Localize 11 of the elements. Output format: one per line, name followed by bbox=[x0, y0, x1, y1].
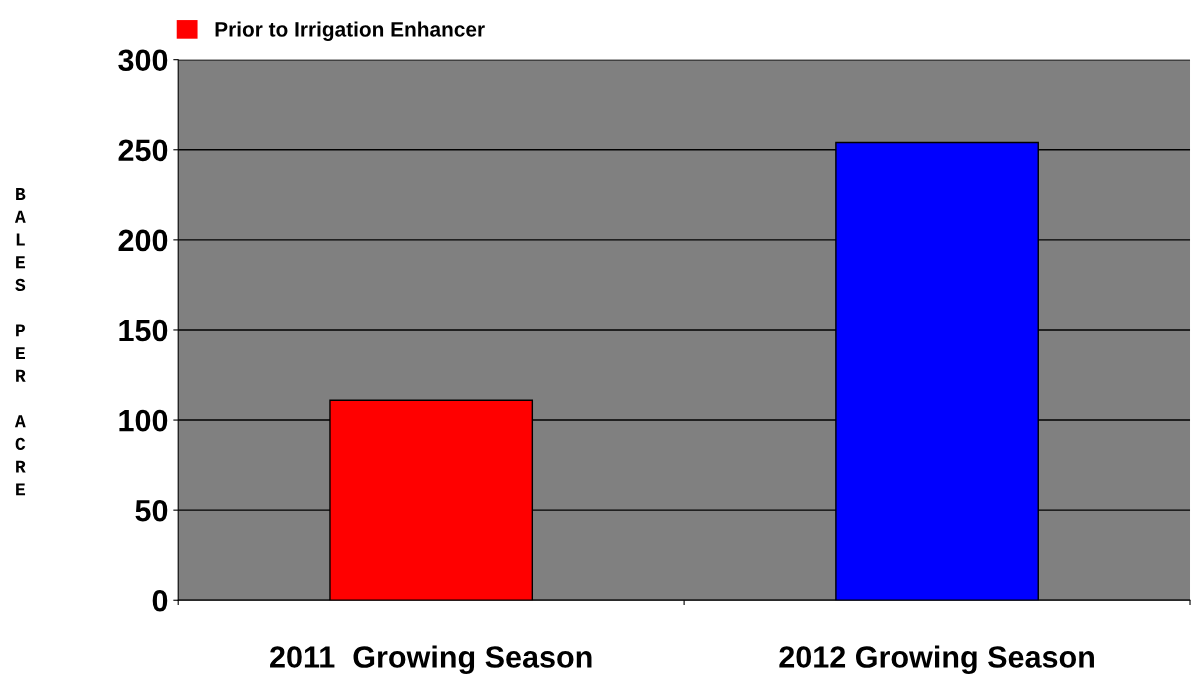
x-tick-label: 2012 Growing Season bbox=[779, 645, 1094, 675]
x-tick-label: 2011 Growing Season bbox=[270, 645, 592, 675]
y-tick-label: 250 bbox=[118, 139, 168, 162]
text: BALES PER ACRE bbox=[14, 188, 26, 496]
y-tick-label: 200 bbox=[118, 229, 168, 252]
y-tick-label: 50 bbox=[135, 499, 168, 522]
y-tick-label: 100 bbox=[119, 409, 168, 432]
y-tick-label: 300 bbox=[118, 49, 168, 72]
legend-label: Prior to Irrigation Enhancer bbox=[215, 21, 485, 41]
y-tick-label: 150 bbox=[119, 319, 168, 342]
y-tick-label: 0 bbox=[152, 589, 168, 612]
